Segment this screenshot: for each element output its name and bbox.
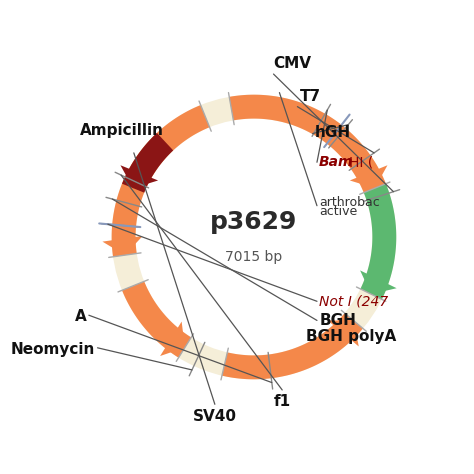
Text: 7015 bp: 7015 bp xyxy=(225,249,283,264)
Polygon shape xyxy=(122,133,173,192)
Polygon shape xyxy=(160,321,185,356)
Text: Neomycin: Neomycin xyxy=(11,343,95,357)
Polygon shape xyxy=(360,184,396,300)
Text: Ampicillin: Ampicillin xyxy=(80,123,164,138)
Text: BGH: BGH xyxy=(319,313,356,328)
Text: active: active xyxy=(319,205,357,219)
Polygon shape xyxy=(328,320,359,346)
Text: Bam: Bam xyxy=(319,155,354,169)
Text: A: A xyxy=(75,309,87,324)
Polygon shape xyxy=(360,270,397,294)
Text: HI (: HI ( xyxy=(349,155,373,169)
Text: p3629: p3629 xyxy=(210,210,298,234)
Polygon shape xyxy=(112,105,210,257)
Text: Not I (247: Not I (247 xyxy=(319,294,388,308)
Text: f1: f1 xyxy=(273,394,291,409)
Text: CMV: CMV xyxy=(273,56,311,71)
Wedge shape xyxy=(112,95,396,379)
Text: arthrobac: arthrobac xyxy=(319,196,380,209)
Polygon shape xyxy=(222,313,363,379)
Text: T7: T7 xyxy=(300,89,321,104)
Polygon shape xyxy=(350,165,387,188)
Text: hGH: hGH xyxy=(315,125,351,140)
Text: SV40: SV40 xyxy=(193,409,237,424)
Polygon shape xyxy=(122,282,191,358)
Text: BGH polyA: BGH polyA xyxy=(306,328,396,344)
Polygon shape xyxy=(102,236,143,255)
Polygon shape xyxy=(120,165,158,188)
Polygon shape xyxy=(229,95,386,192)
